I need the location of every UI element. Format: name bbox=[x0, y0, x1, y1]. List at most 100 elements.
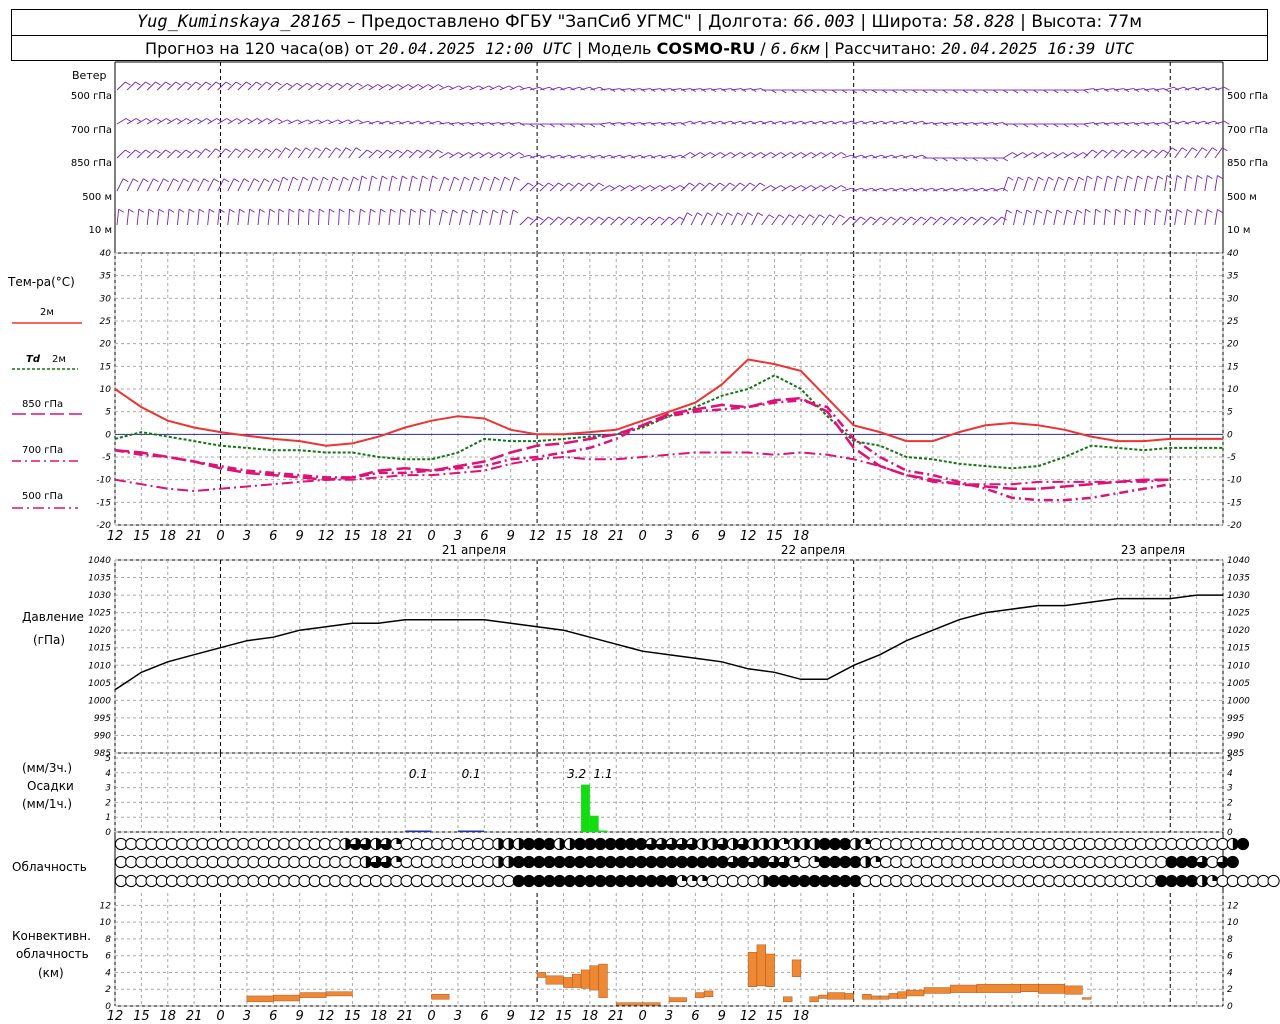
wind-barb-staff bbox=[922, 187, 933, 192]
wind-barb-staff bbox=[1103, 149, 1113, 159]
time-tick-label: 18 bbox=[371, 529, 388, 544]
wind-barb-staff bbox=[166, 209, 170, 226]
cloud-symbol bbox=[1032, 855, 1046, 869]
cloud-circle bbox=[369, 874, 383, 888]
cloud-circle bbox=[930, 837, 944, 851]
wind-barb-staff bbox=[751, 182, 761, 192]
wind-barb-flag bbox=[345, 147, 352, 152]
wind-barb-flag bbox=[861, 187, 868, 192]
wind-barb-flag bbox=[911, 154, 918, 159]
wind-barb-staff bbox=[428, 175, 433, 192]
wind-barb-flag bbox=[474, 176, 480, 181]
wind-barb-flag bbox=[1022, 89, 1029, 94]
cloud-fill-full bbox=[839, 856, 851, 868]
wind-barb-staff bbox=[872, 120, 883, 125]
cloud-symbol bbox=[890, 874, 903, 888]
wind-barb-flag bbox=[720, 120, 726, 125]
cloud-symbol bbox=[318, 855, 332, 869]
wind-barb-staff bbox=[247, 178, 255, 192]
cloud-symbol bbox=[125, 874, 138, 888]
wind-barb-flag bbox=[452, 209, 458, 214]
cloud-circle bbox=[257, 855, 270, 869]
wind-barb-staff bbox=[892, 187, 903, 192]
wind-barb-staff bbox=[882, 120, 893, 125]
wind-barb-flag bbox=[920, 216, 927, 221]
wind-barb-flag bbox=[559, 154, 565, 159]
wind-barb-flag bbox=[282, 176, 289, 181]
wind-barb-flag bbox=[397, 149, 403, 154]
cloud-symbol bbox=[788, 855, 801, 869]
wind-barb-staff bbox=[650, 122, 661, 125]
cloud-symbol bbox=[359, 874, 372, 888]
precip-bar-3h bbox=[405, 830, 432, 832]
wind-barb-staff bbox=[318, 176, 324, 192]
wind-barb-flag bbox=[408, 120, 414, 125]
wind-barb-staff bbox=[539, 86, 550, 91]
wind-barb-flag bbox=[881, 154, 888, 159]
pressure-tick-right: 1020 bbox=[1227, 626, 1250, 636]
wind-barb-flag bbox=[259, 208, 265, 213]
wind-barb-staff bbox=[640, 122, 651, 125]
wind-barb-flag bbox=[153, 178, 159, 183]
cloud-symbol bbox=[900, 855, 913, 869]
cloud-symbol bbox=[451, 837, 464, 851]
cloud-circle bbox=[329, 837, 342, 851]
time-tick-label-bottom: 0 bbox=[427, 1009, 435, 1024]
wind-barb-flag bbox=[316, 82, 323, 87]
cloud-fill-part bbox=[676, 838, 688, 850]
cloud-symbol bbox=[1175, 874, 1188, 888]
cloud-symbol bbox=[981, 874, 995, 888]
wind-barb-flag bbox=[420, 208, 427, 213]
wind-barb-flag bbox=[1038, 176, 1044, 181]
cloud-symbol bbox=[165, 874, 179, 888]
wind-barb-staff bbox=[358, 175, 363, 192]
conv-cloud-bar bbox=[747, 952, 758, 987]
wind-barb-staff bbox=[257, 178, 265, 192]
cloud-symbol bbox=[594, 855, 607, 869]
wind-barb-staff bbox=[700, 212, 708, 226]
cloud-symbol bbox=[267, 837, 281, 851]
cloud-symbol bbox=[726, 837, 740, 851]
wind-barb-flag bbox=[700, 120, 706, 125]
cloud-fill-part bbox=[814, 838, 821, 850]
wind-barb-flag bbox=[226, 118, 232, 122]
wind-barb-flag bbox=[243, 178, 250, 183]
wind-barb-staff bbox=[116, 178, 124, 192]
wind-barb-flag bbox=[668, 216, 675, 221]
cloud-symbol bbox=[645, 874, 658, 888]
cloud-symbol bbox=[461, 855, 474, 869]
cloud-fill-full bbox=[635, 838, 647, 850]
wind-barb-flag bbox=[1016, 209, 1023, 214]
wind-barb-flag bbox=[333, 176, 339, 181]
time-tick-label-bottom: 12 bbox=[318, 1009, 335, 1024]
wind-barb-flag bbox=[266, 118, 273, 122]
conv-cloud-bar bbox=[976, 983, 1021, 993]
cloud-circle bbox=[1124, 874, 1137, 888]
cloud-fill-part bbox=[1202, 875, 1208, 887]
wind-barb-staff bbox=[681, 88, 691, 91]
wind-barb-staff bbox=[287, 82, 298, 91]
wind-barb-staff bbox=[1214, 120, 1225, 125]
wind-barb-flag bbox=[1026, 209, 1033, 214]
cloud-fill-part bbox=[1232, 838, 1239, 850]
cloud-symbol bbox=[278, 855, 291, 869]
cloud-symbol bbox=[543, 855, 556, 869]
conv-tick-left: 6 bbox=[105, 952, 111, 962]
wind-barb-flag bbox=[901, 187, 908, 192]
wind-barb-flag bbox=[588, 216, 594, 221]
cloud-symbol bbox=[1032, 874, 1046, 888]
cloud-circle bbox=[176, 837, 189, 851]
wind-barb-staff bbox=[338, 82, 348, 91]
cloud-fill-full bbox=[635, 856, 647, 868]
wind-barb-flag bbox=[1042, 152, 1048, 156]
wind-barb-flag bbox=[296, 82, 303, 87]
wind-barb-flag bbox=[308, 208, 315, 213]
wind-barb-flag bbox=[225, 81, 232, 86]
wind-barb-flag bbox=[972, 187, 978, 192]
cloud-symbol bbox=[451, 855, 464, 869]
cloud-symbol bbox=[696, 837, 709, 851]
wind-barb-flag bbox=[951, 216, 957, 221]
wind-barb-staff bbox=[932, 187, 943, 192]
wind-barb-staff bbox=[872, 154, 883, 159]
time-tick-label: 15 bbox=[344, 529, 361, 544]
